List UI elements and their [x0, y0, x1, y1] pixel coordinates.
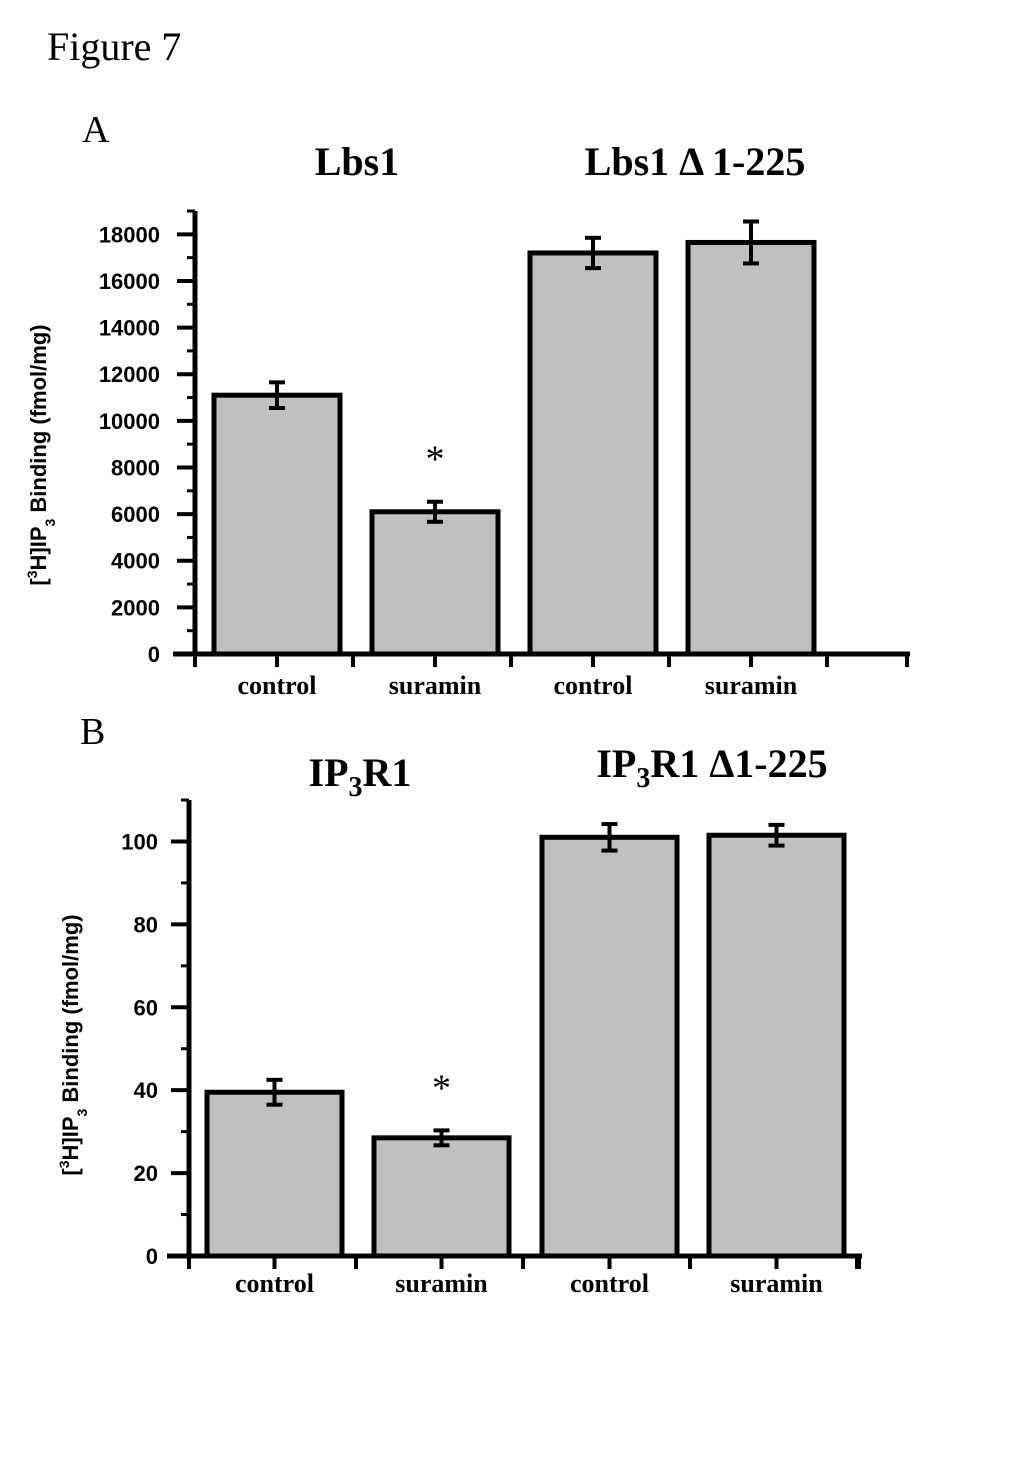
panel-a-group-title-1: Lbs1 [315, 139, 400, 184]
panel-b-significance-marker-2: * [432, 1067, 451, 1109]
panel-a-y-tick-label: 10000 [99, 409, 160, 434]
panel-b-bar-1 [204, 1089, 345, 1259]
panel-a-bar-3 [527, 250, 659, 657]
panel-b-y-tick-label: 40 [134, 1078, 158, 1103]
panel-b-y-axis-label: [3H]IP3 Binding (fmol/mg) [56, 914, 90, 1175]
panel-a-category-label-1: control [238, 671, 317, 700]
panel-b-y-tick-label: 0 [146, 1244, 158, 1269]
panel-a-bar-2 [369, 509, 501, 657]
panel-b-y-tick-label: 60 [134, 995, 158, 1020]
panel-b-bar-2 [371, 1135, 512, 1259]
panel-a-bar-1 [211, 392, 343, 657]
panel-b-group-title-1: IP3R1 [309, 750, 412, 803]
panel-b-bar-4 [706, 832, 847, 1259]
panel-a-label: A [82, 109, 110, 151]
panel-a-error-bar-3 [585, 235, 601, 271]
panel-b-chart: B IP3R1 IP3R1 Δ1-225 [3H]IP3 Binding (fm… [56, 711, 862, 1298]
panel-a-category-label-2: suramin [389, 671, 482, 700]
panel-a-y-tick-label: 4000 [111, 549, 160, 574]
panel-a-error-bar-1 [269, 380, 285, 411]
panel-a-group-title-2: Lbs1 Δ 1-225 [585, 139, 806, 184]
panel-a-category-label-4: suramin [705, 671, 798, 700]
panel-b-category-label-1: control [235, 1269, 314, 1298]
panel-b-plot-area: control * suramin control suramin 0 20 40 60 80 10… [121, 798, 862, 1298]
panel-a-plot-area: control * suramin control suramin 0 2000 4000 60… [99, 209, 910, 700]
panel-a-y-tick-label: 6000 [111, 502, 160, 527]
panel-b-y-tick-label: 80 [134, 912, 158, 937]
panel-a-y-tick-label: 2000 [111, 595, 160, 620]
panel-b-group-title-2: IP3R1 Δ1-225 [596, 741, 827, 794]
panel-b-category-label-4: suramin [730, 1269, 823, 1298]
panel-a-y-tick-label: 14000 [99, 316, 160, 341]
panel-a-bar-4 [685, 239, 817, 657]
panel-b-bar-3 [539, 834, 680, 1259]
panel-b-category-label-2: suramin [395, 1269, 488, 1298]
panel-a-y-tick-label: 0 [148, 642, 160, 667]
panel-a-error-bar-4 [743, 219, 759, 266]
panel-a-error-bar-2 [427, 499, 443, 524]
panel-a-y-tick-label: 8000 [111, 455, 160, 480]
panel-a-y-tick-label: 16000 [99, 269, 160, 294]
panel-b-y-tick-label: 20 [134, 1161, 158, 1186]
panel-b-error-bar-3 [601, 822, 618, 853]
panel-a-y-tick-label: 12000 [99, 362, 160, 387]
panel-b-error-bar-1 [266, 1077, 283, 1107]
panel-a-significance-marker-2: * [426, 439, 445, 481]
panel-b-y-tick-label: 100 [121, 829, 158, 854]
panel-b-error-bar-4 [768, 822, 785, 848]
panel-a-category-label-3: control [554, 671, 633, 700]
panel-a-chart: A Lbs1 Lbs1 Δ 1-225 [3H]IP3 Binding (fmo… [24, 109, 910, 700]
panel-b-error-bar-2 [433, 1128, 450, 1148]
panel-a-y-tick-label: 18000 [99, 222, 160, 247]
figure-title: Figure 7 [47, 24, 181, 69]
panel-b-label: B [80, 711, 105, 753]
panel-a-y-axis-label: [3H]IP3 Binding (fmol/mg) [24, 324, 58, 585]
panel-b-category-label-3: control [570, 1269, 649, 1298]
